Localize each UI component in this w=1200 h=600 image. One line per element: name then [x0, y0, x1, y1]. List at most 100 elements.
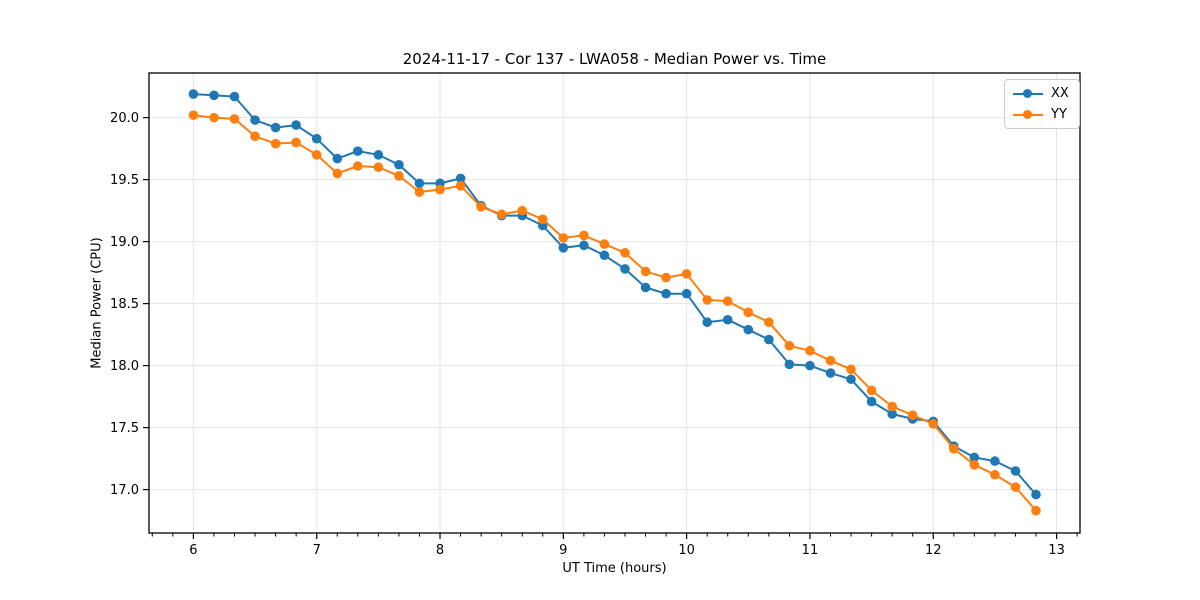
data-point-xx: [866, 396, 877, 407]
legend: XX YY: [1004, 79, 1080, 129]
data-point-yy: [1010, 482, 1021, 492]
data-point-yy: [250, 131, 260, 142]
data-point-xx: [414, 178, 425, 189]
chart-title: 2024-11-17 - Cor 137 - LWA058 - Median P…: [402, 50, 827, 68]
y-tick-label: 19.5: [110, 173, 139, 188]
x-tick-label: 9: [559, 543, 567, 558]
data-point-yy: [352, 161, 363, 171]
data-point-yy: [907, 410, 918, 421]
y-tick-label: 20.0: [110, 111, 139, 126]
y-tick-label: 17.0: [110, 483, 139, 498]
data-point-yy: [435, 184, 445, 195]
data-point-xx: [990, 456, 1000, 466]
data-point-xx: [311, 133, 322, 144]
series-line-yy: [193, 114, 1037, 512]
data-point-xx: [188, 89, 199, 99]
data-point-xx: [250, 115, 260, 125]
data-point-yy: [394, 171, 404, 181]
data-point-yy: [270, 138, 281, 149]
data-point-xx: [229, 91, 240, 102]
data-point-yy: [764, 317, 774, 328]
data-point-xx: [620, 264, 630, 274]
data-point-xx: [1010, 466, 1021, 476]
data-point-yy: [640, 266, 651, 277]
data-point-xx: [784, 359, 795, 370]
legend-line-marker-icon: [1013, 89, 1043, 98]
data-point-xx: [394, 159, 404, 170]
data-point-xx: [1031, 489, 1041, 500]
data-point-yy: [332, 168, 343, 179]
data-point-xx: [825, 368, 836, 378]
x-tick-label: 8: [436, 543, 444, 558]
x-axis-label: UT Time (hours): [562, 561, 667, 576]
data-point-yy: [990, 469, 1000, 480]
data-point-xx: [887, 409, 897, 419]
data-point-yy: [311, 150, 322, 160]
data-point-yy: [291, 137, 301, 148]
y-axis-label: Median Power (CPU): [89, 237, 105, 369]
data-point-xx: [846, 374, 856, 385]
data-point-xx: [722, 314, 733, 325]
data-point-yy: [784, 340, 795, 351]
data-point-xx: [579, 240, 589, 251]
data-point-xx: [764, 334, 774, 345]
data-point-yy: [661, 272, 671, 283]
data-point-xx: [599, 250, 610, 261]
x-tick-label: 11: [802, 543, 819, 558]
data-point-yy: [681, 269, 692, 279]
data-point-yy: [825, 355, 836, 366]
data-point-yy: [1031, 505, 1041, 516]
data-point-yy: [722, 296, 733, 306]
data-point-yy: [579, 230, 589, 241]
data-point-yy: [846, 364, 856, 375]
legend-dot-icon: [1023, 110, 1032, 119]
data-point-yy: [949, 443, 959, 454]
y-tick-label: 18.5: [110, 297, 139, 312]
data-point-yy: [517, 205, 528, 216]
legend-label: YY: [1051, 107, 1067, 122]
data-point-yy: [969, 460, 980, 470]
plot-border: [148, 72, 1081, 534]
x-tick-label: 13: [1048, 543, 1065, 558]
data-point-yy: [455, 181, 466, 191]
data-point-yy: [537, 214, 548, 225]
data-point-yy: [476, 202, 486, 212]
y-tick-label: 17.5: [110, 421, 139, 436]
data-point-xx: [661, 288, 671, 299]
data-point-yy: [866, 385, 877, 396]
data-point-yy: [599, 239, 610, 249]
data-point-yy: [414, 187, 425, 197]
y-tick-label: 19.0: [110, 235, 139, 250]
data-point-xx: [373, 150, 384, 160]
data-point-xx: [291, 120, 301, 130]
data-point-yy: [188, 110, 199, 120]
data-point-xx: [352, 146, 363, 156]
x-tick-label: 6: [189, 543, 197, 558]
x-tick-label: 12: [925, 543, 942, 558]
data-point-xx: [640, 282, 651, 293]
legend-entry-yy: YY: [1013, 105, 1069, 124]
data-point-yy: [558, 233, 569, 243]
data-point-yy: [702, 295, 713, 305]
data-point-xx: [805, 360, 815, 371]
data-point-yy: [209, 112, 219, 123]
data-point-yy: [805, 345, 815, 356]
y-tick-label: 18.0: [110, 359, 139, 374]
data-point-yy: [496, 209, 507, 220]
data-point-xx: [270, 122, 281, 133]
data-point-yy: [743, 307, 754, 318]
x-tick-label: 10: [678, 543, 695, 558]
x-tick-label: 7: [313, 543, 321, 558]
legend-entry-xx: XX: [1013, 84, 1069, 103]
data-point-xx: [743, 324, 754, 335]
data-point-xx: [332, 153, 343, 164]
legend-dot-icon: [1023, 89, 1032, 98]
data-point-yy: [887, 401, 897, 412]
legend-label: XX: [1051, 86, 1069, 101]
data-point-xx: [702, 317, 713, 328]
data-point-yy: [373, 162, 384, 173]
data-point-yy: [928, 419, 939, 429]
data-point-xx: [209, 90, 219, 101]
